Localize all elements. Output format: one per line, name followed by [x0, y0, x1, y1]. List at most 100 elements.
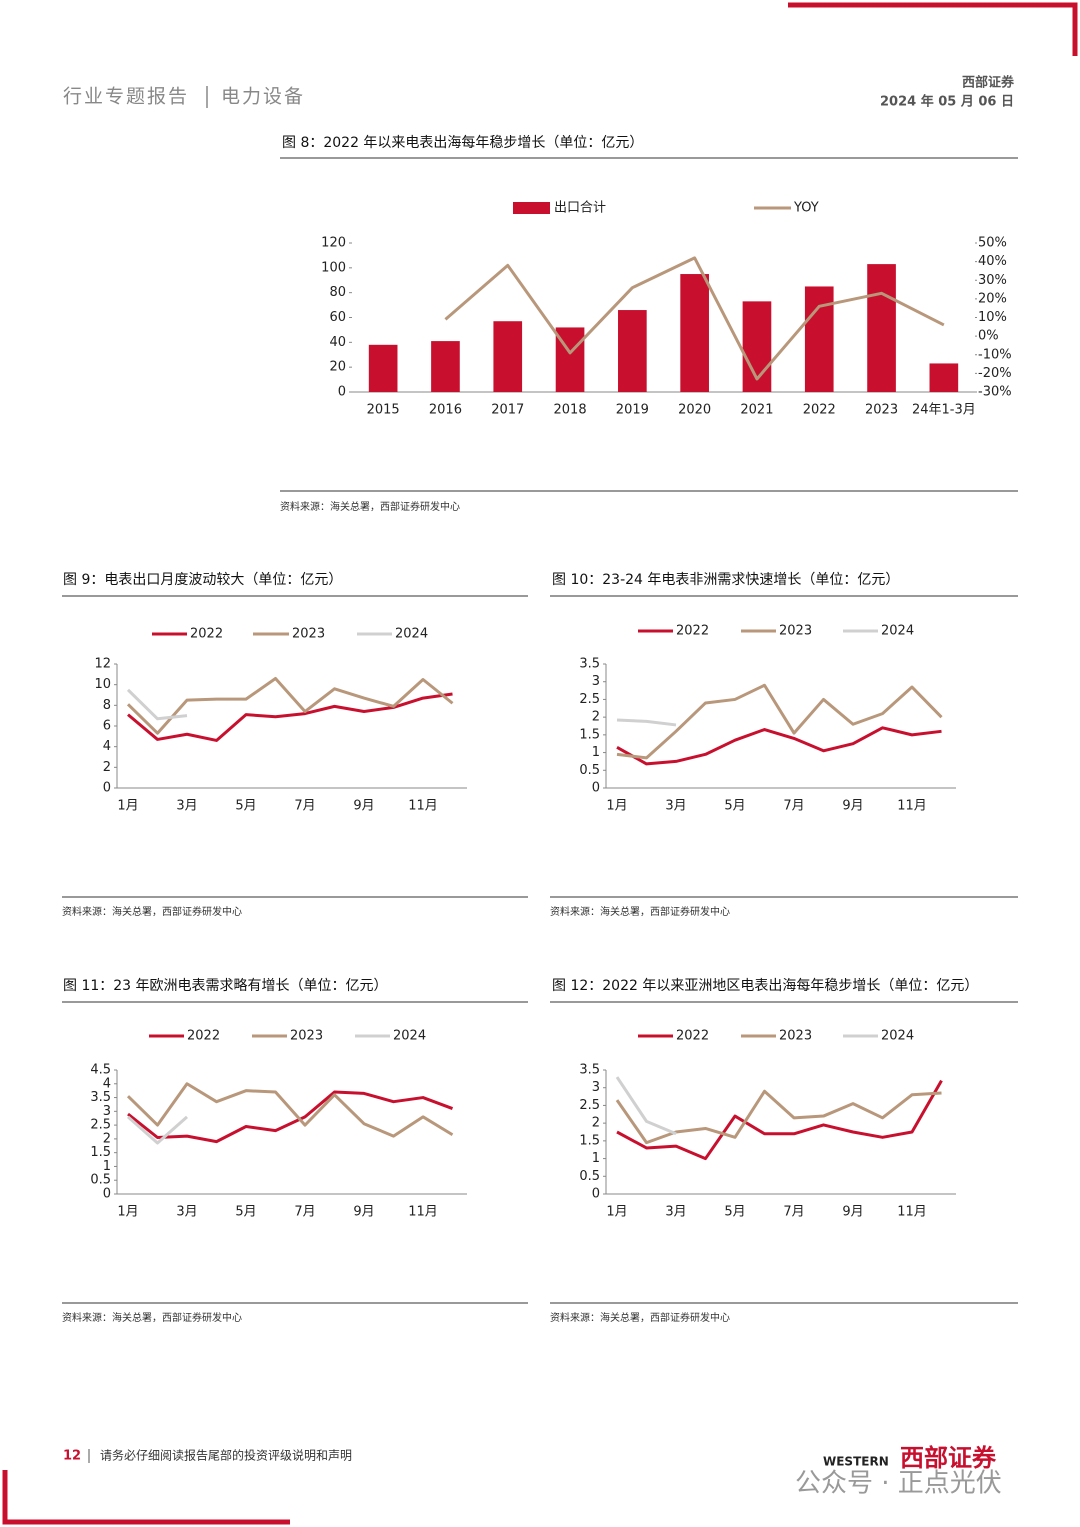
legend-label: 2023: [779, 1029, 812, 1044]
x-tick-label: 11月: [897, 1205, 927, 1220]
legend-label: 2022: [676, 624, 709, 639]
x-tick-label: 3月: [665, 1205, 686, 1220]
legend-label: 2024: [395, 627, 428, 642]
sector: 电力设备: [221, 86, 305, 108]
y-tick-label: 1.5: [90, 1145, 111, 1160]
line-series: [616, 726, 942, 766]
y-tick-label: 3: [103, 1104, 111, 1119]
y-tick-label: 1.5: [579, 727, 600, 742]
x-tick-label: 9月: [353, 799, 374, 814]
watermark: 公众号 · 正点光伏: [795, 1469, 1002, 1499]
x-tick-label: 1月: [117, 799, 138, 814]
line-series: [126, 1082, 454, 1138]
source: 资料来源：海关总署，西部证券研发中心: [280, 500, 460, 513]
bar: [804, 286, 834, 392]
source: 资料来源：海关总署，西部证券研发中心: [550, 1311, 730, 1324]
chart-title: 图 9：电表出口月度波动较大（单位：亿元）: [63, 572, 342, 588]
y-tick-label: 0.5: [579, 1169, 600, 1184]
y2-tick-label: -30%: [978, 385, 1012, 400]
legend-label: 2024: [881, 1029, 914, 1044]
notice: 请务必仔细阅读报告尾部的投资评级说明和声明: [100, 1448, 352, 1463]
x-tick-label: 2015: [367, 403, 400, 418]
legend-label: 2023: [290, 1029, 323, 1044]
line-series: [616, 683, 943, 760]
y2-tick-label: -20%: [978, 366, 1012, 381]
x-tick-label: 24年1-3月: [912, 403, 976, 418]
line-series: [127, 1090, 454, 1144]
y-tick-label: 2.5: [579, 692, 600, 707]
x-tick-label: 7月: [783, 799, 804, 814]
y-tick-label: 3.5: [579, 657, 600, 672]
y-tick-label: 2: [592, 1116, 600, 1131]
bar: [618, 310, 647, 392]
x-tick-label: 11月: [408, 1205, 438, 1220]
y2-tick-label: 10%: [978, 310, 1007, 325]
x-tick-label: 2016: [429, 403, 462, 418]
x-tick-label: 9月: [842, 799, 863, 814]
y-tick-label: 2: [592, 710, 600, 725]
y-tick-label: 0: [592, 781, 600, 796]
y2-tick-label: 0%: [978, 329, 999, 344]
x-tick-label: 3月: [665, 799, 686, 814]
legend-label: 2024: [881, 624, 914, 639]
y-tick-label: 1: [103, 1159, 111, 1174]
y-tick-label: 10: [94, 677, 111, 692]
legend-swatch: [513, 202, 550, 214]
y-tick-label: 4: [103, 1076, 111, 1091]
y-tick-label: 80: [329, 285, 346, 300]
x-tick-label: 11月: [897, 799, 927, 814]
corner-accent: [788, 2, 1078, 56]
y2-tick-label: 50%: [978, 236, 1007, 251]
line-series: [444, 256, 945, 381]
y-tick-label: 0: [338, 385, 346, 400]
x-tick-label: 7月: [294, 1205, 315, 1220]
y2-tick-label: -10%: [978, 347, 1012, 362]
line-series: [615, 1076, 677, 1136]
x-tick-label: 2018: [554, 403, 587, 418]
legend-label: 2023: [779, 624, 812, 639]
y-tick-label: 20: [329, 360, 346, 375]
y-tick-label: 0: [103, 781, 111, 796]
y-tick-label: 8: [103, 698, 111, 713]
date: 2024 年 05 月 06 日: [880, 94, 1014, 110]
y-tick-label: 100: [321, 260, 346, 275]
y-tick-label: 1: [592, 1151, 600, 1166]
corner-accent: [2, 1470, 290, 1525]
chart-title: 图 12：2022 年以来亚洲地区电表出海每年稳步增长（单位：亿元）: [552, 978, 978, 994]
chart-title: 图 8：2022 年以来电表出海每年稳步增长（单位：亿元）: [282, 135, 643, 151]
x-tick-label: 3月: [176, 799, 197, 814]
chart-title: 图 10：23-24 年电表非洲需求快速增长（单位：亿元）: [552, 572, 899, 588]
legend-label: 2024: [393, 1029, 426, 1044]
bar: [929, 363, 959, 392]
report-type: 行业专题报告: [63, 86, 189, 108]
y2-tick-label: 20%: [978, 291, 1007, 306]
x-tick-label: 9月: [842, 1205, 863, 1220]
bar: [493, 321, 523, 392]
y2-tick-label: 40%: [978, 254, 1007, 269]
legend-label: 2023: [292, 627, 325, 642]
x-tick-label: 2022: [803, 403, 836, 418]
line-series: [127, 692, 453, 742]
x-tick-label: 2019: [616, 403, 649, 418]
y-tick-label: 0.5: [579, 763, 600, 778]
x-tick-label: 5月: [235, 799, 256, 814]
y-tick-label: 120: [321, 236, 346, 251]
x-tick-label: 7月: [294, 799, 315, 814]
y-tick-label: 0: [103, 1187, 111, 1202]
y-tick-label: 0.5: [90, 1173, 111, 1188]
page-number: 12: [63, 1449, 81, 1464]
x-tick-label: 1月: [606, 1205, 627, 1220]
y-tick-label: 2.5: [90, 1118, 111, 1133]
y-tick-label: 4: [103, 739, 111, 754]
x-tick-label: 9月: [353, 1205, 374, 1220]
y-tick-label: 3: [592, 1080, 600, 1095]
y2-tick-label: 30%: [978, 273, 1007, 288]
x-tick-label: 7月: [783, 1205, 804, 1220]
y-tick-label: 4.5: [90, 1063, 111, 1078]
x-tick-label: 2023: [865, 403, 898, 418]
line-series: [615, 1089, 942, 1145]
x-tick-label: 1月: [606, 799, 627, 814]
x-tick-label: 2017: [491, 403, 524, 418]
x-tick-label: 5月: [724, 799, 745, 814]
source: 资料来源：海关总署，西部证券研发中心: [550, 905, 730, 918]
